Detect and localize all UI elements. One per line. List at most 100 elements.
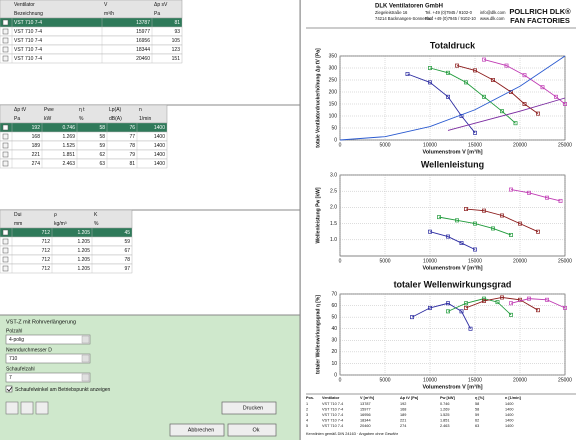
summary-cell: 274 bbox=[400, 424, 406, 428]
combo-value: 4-polig bbox=[9, 337, 24, 343]
summary-header: Δp tV [Pa] bbox=[400, 396, 419, 400]
x-tick-label: 0 bbox=[339, 377, 342, 383]
table-row[interactable] bbox=[0, 140, 168, 151]
table-cell: VST 710 7-4 bbox=[14, 56, 42, 62]
row-indicator[interactable] bbox=[2, 265, 9, 272]
row-indicator[interactable] bbox=[2, 256, 9, 263]
curve-marker bbox=[500, 213, 504, 218]
table-cell: 274 bbox=[32, 161, 41, 167]
curve-marker bbox=[459, 309, 464, 314]
curve-marker bbox=[482, 208, 486, 213]
row-indicator[interactable] bbox=[2, 238, 9, 245]
row-indicator[interactable] bbox=[2, 142, 9, 149]
table-cell: 1400 bbox=[154, 125, 165, 131]
combo-arrow[interactable] bbox=[81, 335, 90, 344]
y-tick-label: 0 bbox=[334, 372, 337, 378]
summary-cell: 15977 bbox=[360, 408, 371, 412]
curve bbox=[339, 55, 566, 141]
curve-marker bbox=[464, 301, 468, 306]
row-indicator[interactable] bbox=[2, 229, 9, 236]
summary-cell: 1.269 bbox=[440, 408, 450, 412]
summary-cell: 3 bbox=[306, 413, 308, 417]
curve-marker bbox=[509, 301, 513, 306]
summary-header: n [1/min] bbox=[505, 396, 522, 400]
table-row[interactable] bbox=[0, 254, 133, 265]
table-cell: 1.205 bbox=[77, 257, 90, 263]
curve-marker bbox=[464, 207, 468, 211]
row-indicator[interactable] bbox=[2, 55, 9, 62]
row-indicator[interactable] bbox=[2, 46, 9, 53]
zoom-button[interactable] bbox=[20, 401, 34, 415]
curve-marker bbox=[536, 229, 540, 234]
y-tick-label: 50 bbox=[331, 125, 337, 131]
summary-cell: VST 710 7-4 bbox=[322, 424, 343, 428]
plot-area bbox=[339, 55, 566, 141]
y-tick-label: 20 bbox=[331, 349, 337, 355]
combo-arrow[interactable] bbox=[81, 354, 90, 363]
table-cell: 192 bbox=[32, 125, 41, 131]
field-label: Nenndurchmesser D bbox=[6, 347, 52, 353]
curve-marker bbox=[473, 247, 477, 252]
curve-marker bbox=[410, 315, 414, 320]
summary-cell: 1400 bbox=[505, 402, 513, 406]
contact: Fax: +49 (0)7945 / 9102-10 bbox=[425, 16, 477, 21]
table-row[interactable] bbox=[0, 149, 168, 160]
summary-cell: 5 bbox=[306, 424, 308, 428]
x-tick-label: 5000 bbox=[379, 377, 390, 383]
summary-cell: VST 710 7-4 bbox=[322, 408, 343, 412]
summary-cell: 192 bbox=[400, 402, 406, 406]
column-header: V bbox=[104, 2, 108, 8]
y-tick-label: 150 bbox=[329, 101, 338, 107]
curve-marker bbox=[563, 305, 567, 310]
table-row[interactable] bbox=[0, 53, 183, 64]
row-indicator[interactable] bbox=[2, 28, 9, 35]
table-cell: 13787 bbox=[136, 20, 150, 26]
combo-box[interactable] bbox=[5, 353, 91, 364]
button[interactable] bbox=[227, 423, 277, 437]
zoom-button[interactable] bbox=[5, 401, 19, 415]
row-indicator[interactable] bbox=[2, 37, 9, 44]
table-cell: 79 bbox=[129, 152, 135, 158]
y-tick-label: 40 bbox=[331, 326, 337, 332]
row-indicator[interactable] bbox=[2, 160, 9, 167]
x-tick-label: 25000 bbox=[558, 377, 572, 383]
row-indicator[interactable] bbox=[2, 151, 9, 158]
y-axis-label: Wellenleistung Pw [kW] bbox=[315, 187, 321, 243]
curve-marker bbox=[518, 221, 522, 226]
curve-marker bbox=[522, 102, 527, 106]
curve-marker bbox=[482, 296, 486, 301]
curve bbox=[447, 97, 566, 131]
selected-row[interactable] bbox=[0, 122, 168, 133]
curve-marker bbox=[509, 187, 513, 192]
curve-marker bbox=[473, 221, 477, 226]
table-cell: VST 710 7-4 bbox=[14, 38, 42, 44]
row-indicator[interactable] bbox=[2, 124, 9, 131]
x-tick-label: 15000 bbox=[468, 377, 482, 383]
row-indicator[interactable] bbox=[2, 19, 9, 26]
table-row[interactable] bbox=[0, 236, 133, 247]
combo-box[interactable] bbox=[5, 372, 91, 383]
button[interactable] bbox=[169, 423, 225, 437]
combo-arrow[interactable] bbox=[81, 373, 90, 382]
table-row[interactable] bbox=[0, 245, 133, 256]
row-indicator[interactable] bbox=[2, 133, 9, 140]
x-tick-label: 20000 bbox=[513, 142, 527, 148]
table-row[interactable] bbox=[0, 131, 168, 142]
table-cell: 0.746 bbox=[62, 125, 75, 131]
zoom-button[interactable] bbox=[35, 401, 49, 415]
summary-cell: 16956 bbox=[360, 413, 371, 417]
curve-marker bbox=[545, 297, 549, 302]
table-row[interactable] bbox=[0, 263, 133, 274]
combo-box[interactable] bbox=[5, 334, 91, 345]
curve bbox=[411, 302, 471, 329]
row-indicator[interactable] bbox=[2, 247, 9, 254]
selected-row[interactable] bbox=[0, 227, 133, 238]
table-row[interactable] bbox=[0, 158, 168, 169]
x-tick-label: 15000 bbox=[468, 258, 482, 264]
column-unit: dB(A) bbox=[109, 116, 122, 122]
button[interactable] bbox=[221, 401, 277, 415]
curve-marker bbox=[455, 218, 459, 223]
checkbox[interactable] bbox=[5, 385, 13, 393]
